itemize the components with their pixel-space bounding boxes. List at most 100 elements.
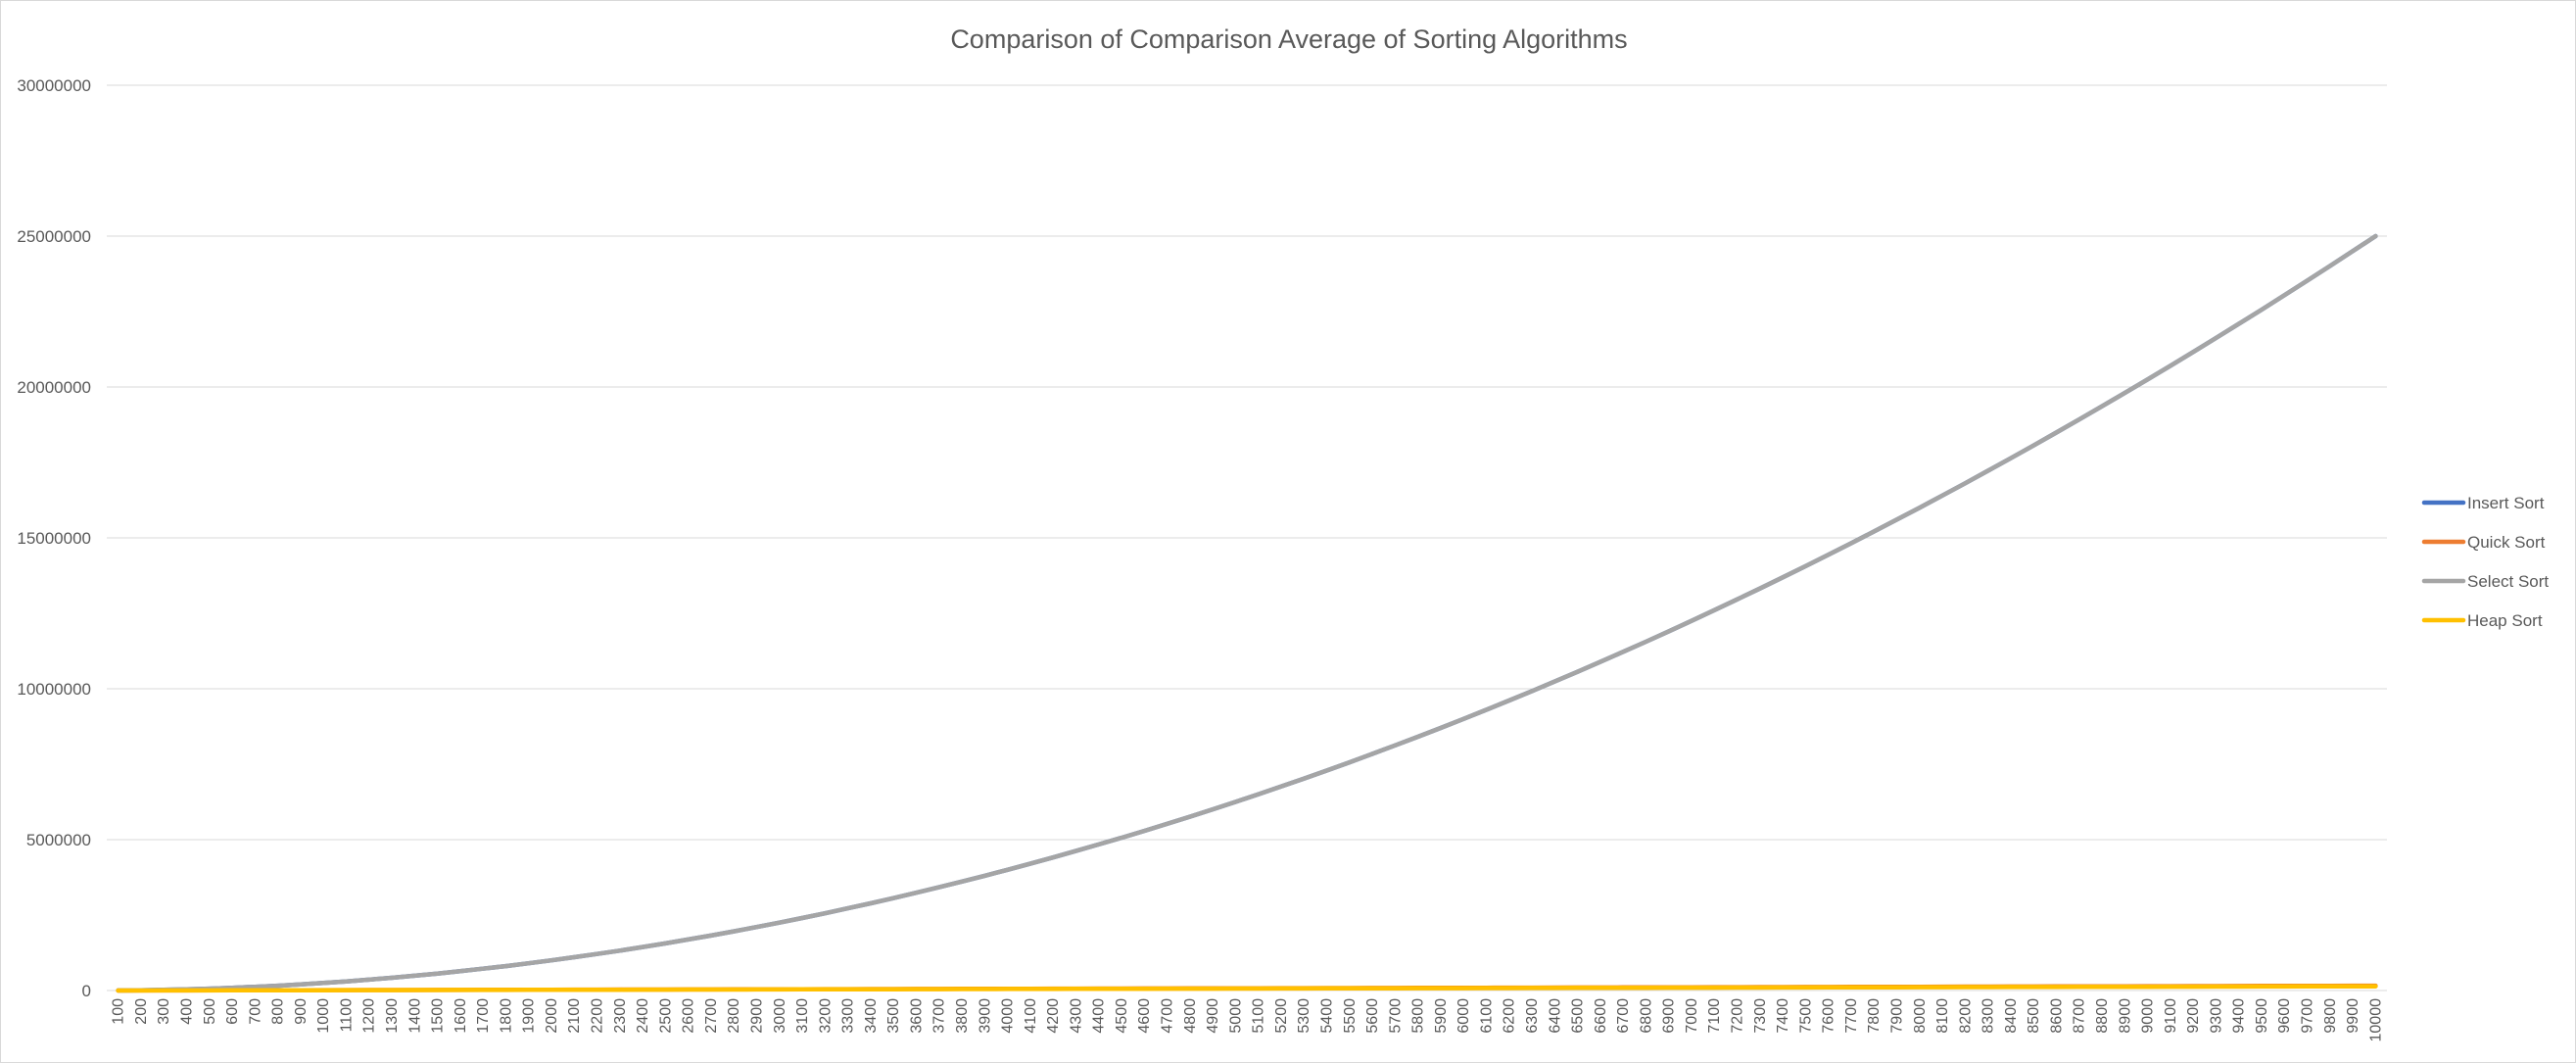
x-tick-label: 2500 [657,998,674,1034]
x-tick-label: 1000 [315,998,332,1034]
x-tick-label: 1100 [338,998,355,1033]
x-tick-label: 8200 [1957,998,1974,1034]
x-tick-label: 5700 [1387,998,1404,1034]
x-tick-label: 3300 [840,998,857,1034]
x-tick-label: 8500 [2026,998,2042,1034]
x-tick-label: 600 [224,998,241,1025]
x-tick-label: 7800 [1866,998,1883,1034]
y-tick-label: 5000000 [26,831,91,849]
y-tick-label: 15000000 [17,529,91,548]
x-tick-label: 3200 [817,998,834,1034]
x-tick-label: 1900 [521,998,538,1034]
x-tick-label: 7100 [1706,998,1723,1034]
x-tick-label: 3100 [794,998,811,1034]
x-tick-label: 1200 [361,998,378,1034]
x-tick-label: 9200 [2185,998,2202,1034]
x-tick-label: 4800 [1182,998,1199,1034]
x-tick-label: 5400 [1318,998,1335,1034]
x-tick-label: 4000 [1000,998,1017,1034]
x-tick-label: 7300 [1752,998,1769,1034]
y-tick-label: 10000000 [17,680,91,699]
x-tick-label: 1300 [384,998,401,1034]
gridlines [107,84,2387,991]
x-tick-label: 4600 [1136,998,1153,1034]
x-tick-label: 9300 [2208,998,2224,1034]
x-axis-ticks: 100 200 300 400 500 600 700 800 900 1000 1100 1200 1… [111,998,2385,1042]
x-tick-label: 5600 [1364,998,1381,1034]
x-tick-label: 7000 [1684,998,1700,1034]
x-tick-label: 8900 [2117,998,2133,1034]
x-tick-label: 4300 [1068,998,1084,1034]
x-tick-label: 1500 [430,998,447,1034]
series-line-insert-sort [116,233,2378,993]
x-tick-label: 2300 [612,998,629,1034]
x-tick-label: 3800 [954,998,971,1034]
legend-label: Heap Sort [2467,611,2543,630]
x-tick-label: 1800 [498,998,514,1034]
x-tick-label: 6200 [1502,998,1518,1034]
x-tick-label: 3400 [863,998,880,1034]
x-tick-label: 2100 [566,998,583,1034]
x-tick-label: 700 [247,998,263,1025]
x-tick-label: 6800 [1638,998,1654,1034]
x-tick-label: 6500 [1570,998,1587,1034]
x-tick-label: 2600 [681,998,697,1034]
x-tick-label: 9700 [2300,998,2316,1034]
x-tick-label: 9900 [2345,998,2361,1034]
x-tick-label: 8100 [1934,998,1951,1034]
x-tick-label: 5300 [1296,998,1312,1034]
x-tick-label: 200 [133,998,150,1025]
x-tick-label: 4500 [1114,998,1130,1034]
x-tick-label: 7900 [1888,998,1905,1034]
x-tick-label: 8700 [2072,998,2088,1034]
x-tick-label: 6100 [1478,998,1495,1034]
x-tick-label: 3500 [885,998,902,1034]
chart-title: Comparison of Comparison Average of Sort… [950,24,1627,54]
x-tick-label: 8800 [2094,998,2111,1034]
x-tick-label: 3600 [908,998,925,1034]
x-tick-label: 5100 [1251,998,1267,1034]
y-tick-label: 30000000 [17,76,91,95]
x-tick-label: 6300 [1524,998,1541,1034]
legend-label: Quick Sort [2467,533,2546,552]
x-tick-label: 7500 [1797,998,1814,1034]
x-tick-label: 4700 [1160,998,1176,1034]
x-tick-label: 2700 [703,998,720,1034]
x-tick-label: 4900 [1205,998,1221,1034]
x-tick-label: 2400 [635,998,651,1034]
x-tick-label: 7600 [1821,998,1837,1034]
x-tick-label: 9800 [2322,998,2339,1034]
x-tick-label: 1600 [453,998,469,1034]
x-tick-label: 5000 [1227,998,1244,1034]
y-axis-ticks: 0 5000000 10000000 15000000 20000000 25000000… [17,76,91,1000]
legend-label: Select Sort [2467,572,2549,591]
legend: Insert Sort Quick Sort Select Sort Heap Sor… [2421,494,2549,630]
legend-label: Insert Sort [2467,494,2545,512]
x-tick-label: 1400 [406,998,423,1034]
x-tick-label: 2000 [544,998,560,1034]
x-tick-label: 5800 [1410,998,1427,1034]
x-tick-label: 3900 [977,998,993,1034]
series-line-heap-sort [116,984,2378,993]
x-tick-label: 4200 [1045,998,1062,1034]
x-tick-label: 500 [202,998,218,1025]
x-tick-label: 9000 [2140,998,2157,1034]
x-tick-label: 8300 [1980,998,1997,1034]
series-line-select-sort [116,233,2378,993]
x-tick-label: 400 [178,998,195,1025]
x-tick-label: 6600 [1593,998,1609,1034]
x-tick-label: 3700 [931,998,948,1034]
x-tick-label: 1700 [475,998,492,1034]
x-tick-label: 7700 [1843,998,1860,1034]
x-tick-label: 9500 [2254,998,2270,1034]
x-tick-label: 8000 [1912,998,1929,1034]
x-tick-label: 5200 [1273,998,1290,1034]
x-tick-label: 6000 [1455,998,1472,1034]
x-tick-label: 10000 [2367,998,2384,1042]
x-tick-label: 3000 [772,998,788,1034]
x-tick-label: 5500 [1342,998,1359,1034]
series-lines [116,233,2378,993]
x-tick-label: 2200 [590,998,606,1034]
